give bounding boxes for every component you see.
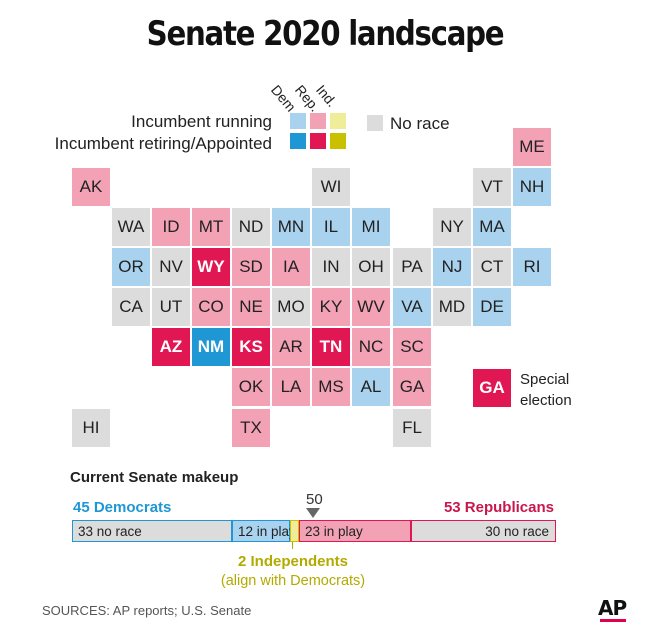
state-tile-ca: CA [112, 288, 150, 326]
state-tile-ar: AR [272, 328, 310, 366]
legend-swatch-no-race [367, 115, 383, 131]
state-tile-co: CO [192, 288, 230, 326]
state-tile-in: IN [312, 248, 350, 286]
makeup-segment-label: 33 no race [78, 523, 142, 539]
state-tile-ia: IA [272, 248, 310, 286]
state-tile-ks: KS [232, 328, 270, 366]
makeup-segment-label: 12 in play [238, 523, 296, 539]
legend-swatch-ind-retiring [330, 133, 346, 149]
democrats-label: 45 Democrats [73, 499, 172, 516]
legend-swatch-ind-running [330, 113, 346, 129]
state-tile-pa: PA [393, 248, 431, 286]
state-tile-ma: MA [473, 208, 511, 246]
makeup-title: Current Senate makeup [70, 469, 239, 486]
state-tile-nm: NM [192, 328, 230, 366]
legend-label-incumbent-running: Incumbent running [131, 112, 272, 131]
state-tile-or: OR [112, 248, 150, 286]
state-tile-ut: UT [152, 288, 190, 326]
majority-marker-triangle [306, 508, 320, 518]
state-tile-nv: NV [152, 248, 190, 286]
makeup-segment-label: 30 no race [485, 523, 549, 539]
independents-note: (align with Democrats) [220, 573, 366, 589]
state-tile-nh: NH [513, 168, 551, 206]
legend-label-incumbent-retiring: Incumbent retiring/Appointed [54, 134, 272, 153]
legend-swatch-rep-retiring [310, 133, 326, 149]
makeup-segment-rep-no-race: 30 no race [411, 520, 556, 542]
state-tile-md: MD [433, 288, 471, 326]
legend-swatch-dem-retiring [290, 133, 306, 149]
chart-title: Senate 2020 landscape [146, 14, 505, 54]
state-tile-mt: MT [192, 208, 230, 246]
state-tile-mi: MI [352, 208, 390, 246]
state-tile-tn: TN [312, 328, 350, 366]
special-election-label: Special election [520, 371, 572, 409]
state-tile-de: DE [473, 288, 511, 326]
state-tile-la: LA [272, 368, 310, 406]
state-tile-wv: WV [352, 288, 390, 326]
state-tile-ny: NY [433, 208, 471, 246]
state-tile-al: AL [352, 368, 390, 406]
state-tile-mo: MO [272, 288, 310, 326]
independents-tick [292, 542, 293, 549]
state-tile-nd: ND [232, 208, 270, 246]
state-tile-oh: OH [352, 248, 390, 286]
state-tile-ga: GA [393, 368, 431, 406]
state-tile-nj: NJ [433, 248, 471, 286]
state-tile-hi: HI [72, 409, 110, 447]
state-tile-wi: WI [312, 168, 350, 206]
republicans-label: 53 Republicans [443, 499, 554, 516]
state-tile-sc: SC [393, 328, 431, 366]
state-tile-me: ME [513, 128, 551, 166]
independents-label: 2 Independents [237, 553, 349, 570]
state-tile-id: ID [152, 208, 190, 246]
state-tile-az: AZ [152, 328, 190, 366]
state-tile-wa: WA [112, 208, 150, 246]
legend-label-no-race: No race [390, 114, 450, 133]
state-tile-mn: MN [272, 208, 310, 246]
state-tile-ak: AK [72, 168, 110, 206]
makeup-segment-ind-no-race [290, 520, 299, 542]
makeup-segment-dem-no-race: 33 no race [72, 520, 232, 542]
state-tile-tx: TX [232, 409, 270, 447]
state-tile-fl: FL [393, 409, 431, 447]
state-tile-ms: MS [312, 368, 350, 406]
state-tile-ne: NE [232, 288, 270, 326]
majority-marker-label: 50 [306, 491, 323, 508]
state-tile-va: VA [393, 288, 431, 326]
ap-logo: AP [598, 596, 627, 620]
makeup-segment-rep-in-play: 23 in play [299, 520, 411, 542]
legend-swatch-dem-running [290, 113, 306, 129]
state-tile-ok: OK [232, 368, 270, 406]
state-tile-vt: VT [473, 168, 511, 206]
special-election-tile-ga: GA [473, 369, 511, 407]
state-tile-ri: RI [513, 248, 551, 286]
makeup-segment-label: 23 in play [305, 523, 363, 539]
state-tile-sd: SD [232, 248, 270, 286]
state-tile-ct: CT [473, 248, 511, 286]
legend-swatch-rep-running [310, 113, 326, 129]
state-tile-il: IL [312, 208, 350, 246]
state-tile-wy: WY [192, 248, 230, 286]
ap-logo-underline [600, 619, 626, 622]
sources-note: SOURCES: AP reports; U.S. Senate [42, 603, 252, 618]
state-tile-nc: NC [352, 328, 390, 366]
state-tile-ky: KY [312, 288, 350, 326]
makeup-segment-dem-in-play: 12 in play [232, 520, 296, 542]
